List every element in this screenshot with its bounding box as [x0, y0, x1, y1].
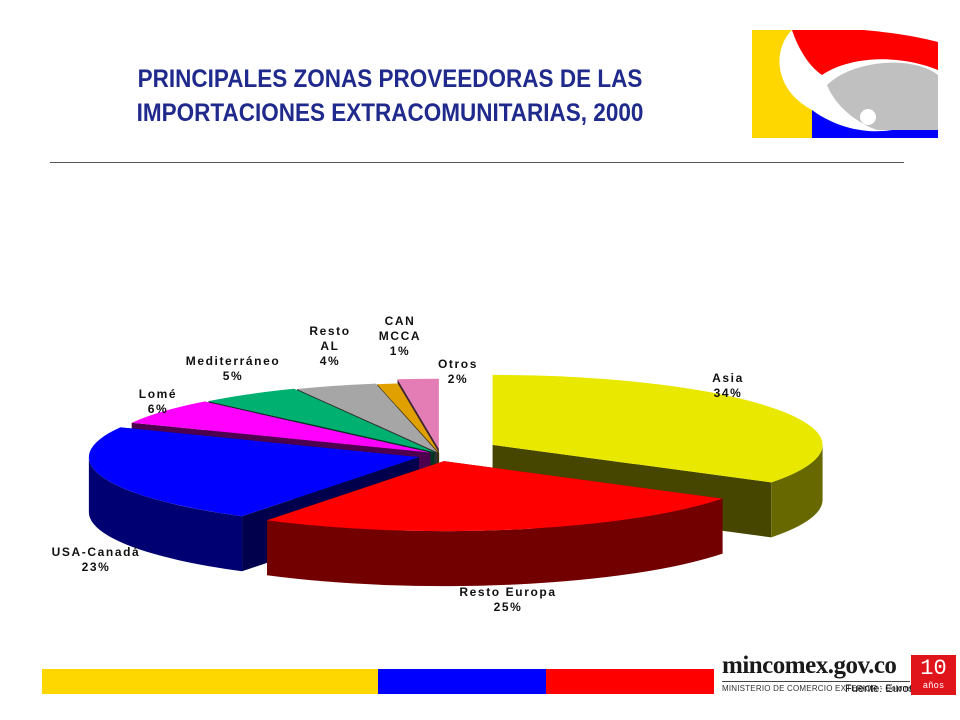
slice-name-label: Resto Europa — [459, 585, 556, 599]
slice-name-label: Mediterráneo — [186, 354, 281, 368]
badge-text: años — [922, 681, 945, 691]
slice-label-6: CAN MCCA 1% — [379, 314, 421, 358]
stripe-blue — [378, 669, 546, 694]
pie-slice-1 — [267, 461, 723, 587]
slice-value-label: 23% — [82, 560, 111, 574]
slice-name-label: Lomé — [139, 387, 177, 401]
source-note: Fuente: Eurostat — [845, 683, 927, 695]
slice-name-label: AL — [320, 339, 339, 353]
title-line-1: PRINCIPALES ZONAS PROVEEDORAS DE LAS — [137, 65, 643, 93]
stripe-yellow — [42, 669, 378, 694]
slice-label-1: Resto Europa 25% — [459, 585, 556, 614]
slice-value-label: 2% — [448, 372, 469, 386]
slice-name-label: MCCA — [379, 329, 421, 343]
brand-divider — [722, 681, 910, 682]
slice-value-label: 4% — [320, 354, 341, 368]
anniversary-badge: 10 años — [911, 655, 956, 695]
slice-label-5: Resto AL 4% — [309, 324, 350, 368]
stripe-red — [546, 669, 714, 694]
slice-name-label: Resto — [309, 324, 350, 338]
slice-value-label: 5% — [223, 369, 244, 383]
slice-name-label: Asia — [712, 371, 744, 385]
slice-label-2: USA-Canadá 23% — [52, 545, 141, 574]
slice-value-label: 34% — [714, 386, 743, 400]
badge-number: 10 — [920, 656, 947, 681]
slice-name-label: Otros — [438, 357, 478, 371]
logo-icon — [752, 30, 938, 138]
slice-value-label: 25% — [494, 600, 523, 614]
slice-value-label: 6% — [148, 402, 169, 416]
title-divider — [50, 162, 904, 163]
slice-label-3: Lomé 6% — [139, 387, 177, 416]
page-title: PRINCIPALES ZONAS PROVEEDORAS DE LAS IMP… — [93, 62, 687, 130]
slice-label-7: Otros 2% — [438, 357, 478, 386]
slice-value-label: 1% — [390, 344, 411, 358]
slice-label-4: Mediterráneo 5% — [186, 354, 281, 383]
slice-label-0: Asia 34% — [712, 371, 744, 400]
slice-name-label: CAN — [385, 314, 416, 328]
brand-name: mincomex.gov.co — [722, 652, 897, 679]
ministry-text: MINISTERIO DE COMERCIO EXTERIOR - Colomb… — [722, 684, 921, 693]
title-line-2: IMPORTACIONES EXTRACOMUNITARIAS, 2000 — [136, 99, 644, 127]
slice-name-label: USA-Canadá — [52, 545, 141, 559]
